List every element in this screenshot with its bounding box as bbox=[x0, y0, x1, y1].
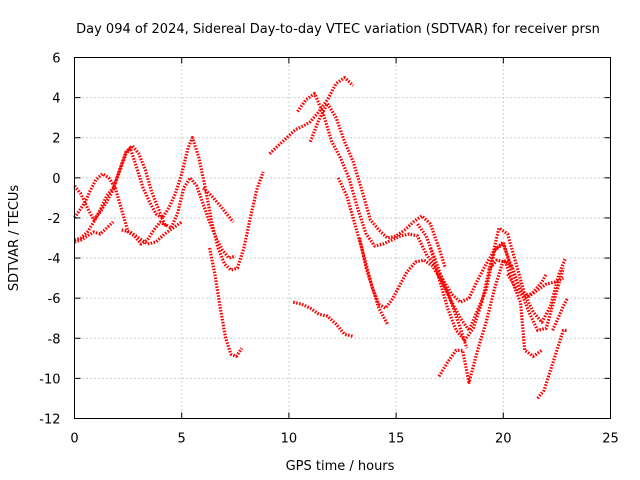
y-tick-label: -12 bbox=[39, 413, 60, 428]
series-track-18: track-18 bbox=[536, 328, 568, 400]
x-tick-label: 10 bbox=[281, 432, 298, 447]
x-tick-label: 20 bbox=[495, 432, 512, 447]
x-tick-label: 15 bbox=[388, 432, 405, 447]
y-tick-label: 0 bbox=[52, 172, 60, 187]
y-tick-label: -10 bbox=[39, 372, 60, 387]
series-track-20: track-20 bbox=[292, 300, 354, 338]
series-track-9: track-9 bbox=[308, 101, 447, 269]
x-tick-label: 5 bbox=[178, 432, 186, 447]
axis-ticks: 0 5 10 15 20 25 -12 -10 -8 -6 -4 -2 0 2 4 6 bbox=[39, 52, 619, 447]
chart-title: Day 094 of 2024, Sidereal Day-to-day VTE… bbox=[76, 22, 600, 37]
plot-frame bbox=[74, 57, 611, 419]
y-tick-label: 2 bbox=[52, 132, 60, 147]
x-tick-label: 25 bbox=[602, 432, 619, 447]
series-track-2: track-2 bbox=[74, 144, 236, 260]
series-track-19: track-19 bbox=[551, 297, 570, 331]
y-tick-label: -8 bbox=[48, 332, 61, 347]
x-axis-label: GPS time / hours bbox=[286, 459, 395, 474]
y-tick-label: 4 bbox=[52, 92, 60, 107]
x-tick-label: 0 bbox=[70, 432, 78, 447]
series-track-1: track-1 bbox=[73, 136, 265, 272]
data-series: track-1track-2track-3track-4track-5track… bbox=[73, 75, 570, 400]
y-tick-label: 6 bbox=[52, 52, 60, 67]
y-axis-label: SDTVAR / TECUs bbox=[7, 185, 22, 292]
y-tick-label: -2 bbox=[48, 212, 61, 227]
series-track-10: track-10 bbox=[296, 91, 514, 304]
y-tick-label: -4 bbox=[48, 252, 61, 267]
series-track-7: track-7 bbox=[202, 186, 235, 224]
series-track-6: track-6 bbox=[208, 247, 244, 358]
series-track-8: track-8 bbox=[268, 75, 355, 155]
series-track-14: track-14 bbox=[428, 226, 567, 342]
grid-lines bbox=[74, 57, 611, 419]
series-track-13: track-13 bbox=[416, 223, 564, 332]
y-tick-label: -6 bbox=[48, 292, 61, 307]
series-track-17: track-17 bbox=[506, 273, 548, 300]
series-track-4: track-4 bbox=[74, 220, 115, 244]
series-track-5: track-5 bbox=[121, 220, 183, 246]
series-track-15: track-15 bbox=[437, 258, 565, 384]
